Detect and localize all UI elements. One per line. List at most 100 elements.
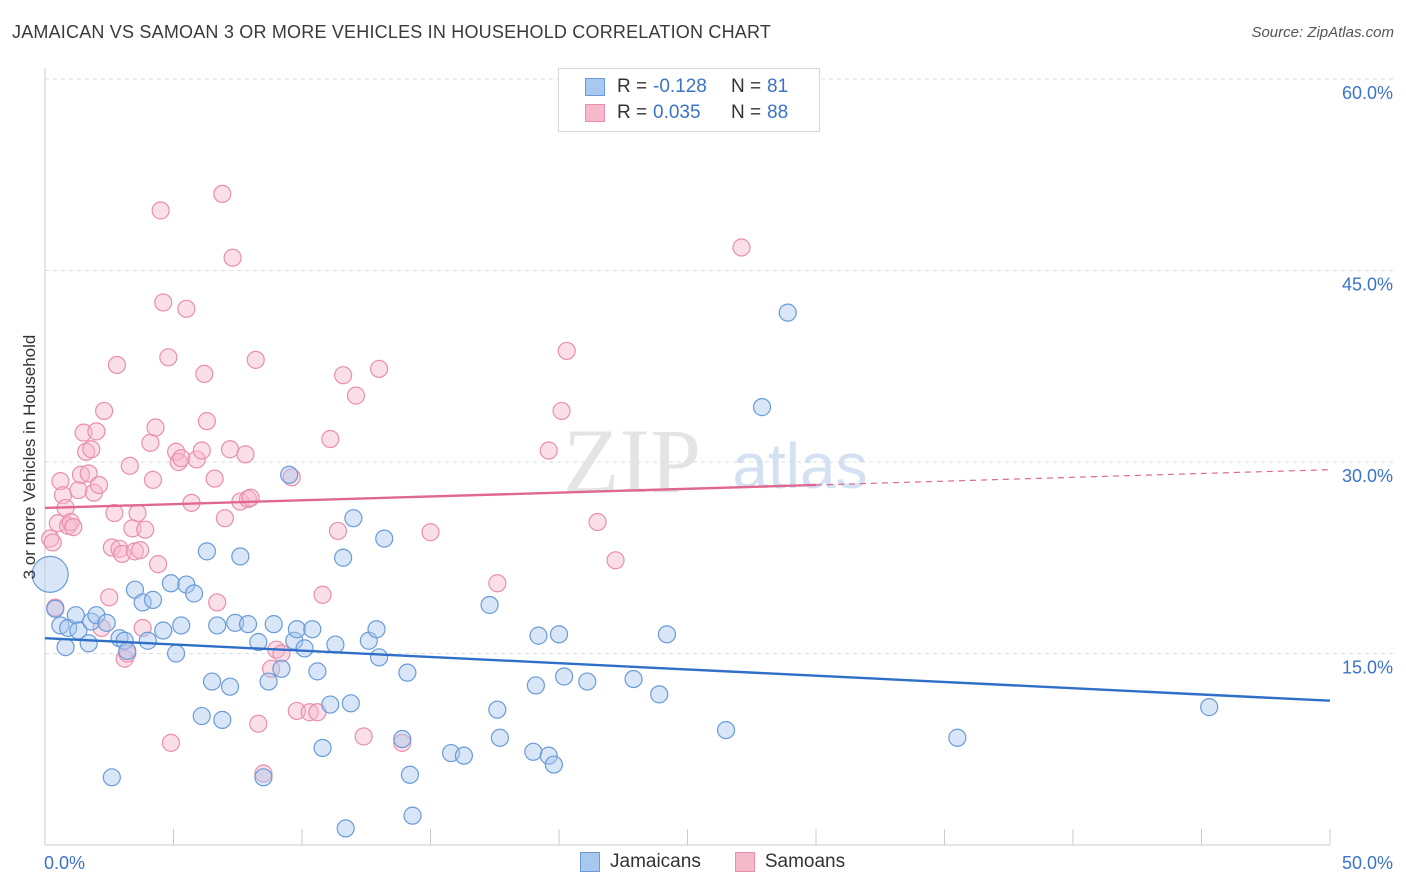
jamaican-point — [295, 639, 314, 658]
jamaican-point — [624, 669, 643, 689]
samoan-point — [421, 523, 440, 542]
correlation-legend: R = -0.128 N = 81 R = 0.035 N = 88 — [558, 68, 820, 132]
samoan-point — [148, 555, 168, 574]
samoan-point — [87, 422, 106, 441]
jamaican-point — [393, 729, 412, 749]
jamaican-point — [259, 672, 278, 691]
jamaican-point — [375, 529, 394, 548]
jamaican-point — [220, 677, 240, 696]
jamaican-point — [184, 584, 204, 603]
legend-label: Jamaicans — [610, 851, 701, 872]
trend-lines — [44, 469, 1331, 702]
jamaican-point — [46, 599, 65, 618]
jamaican-point — [254, 768, 273, 787]
jamaican-point — [208, 616, 227, 635]
jamaican-point — [549, 625, 569, 644]
samoan-point — [208, 593, 227, 612]
samoan-point — [557, 341, 576, 361]
jamaican-point — [154, 621, 173, 640]
samoan-point — [241, 488, 260, 507]
samoan-point — [370, 359, 389, 378]
samoan-point — [187, 450, 206, 469]
jamaican-point — [1200, 698, 1219, 717]
samoan-point — [161, 733, 181, 752]
samoan-point — [95, 401, 114, 421]
legend-swatch-pink — [585, 104, 605, 122]
jamaican-point — [344, 509, 363, 528]
samoan-point — [732, 238, 751, 257]
jamaican-point — [403, 806, 422, 825]
legend-item-samoans[interactable]: Samoans — [734, 851, 845, 873]
jamaican-point — [398, 663, 417, 682]
jamaican-point — [367, 620, 386, 639]
jamaican-point — [326, 635, 345, 654]
samoan-point — [236, 445, 255, 464]
y-tick-label: 60.0% — [1342, 83, 1393, 103]
samoan-point — [192, 441, 211, 460]
samoan-point — [300, 703, 319, 722]
jamaican-point — [138, 631, 157, 650]
jamaican-point — [313, 738, 332, 758]
jamaican-point — [341, 694, 360, 713]
grid-lines — [45, 78, 1395, 654]
samoan-point — [130, 540, 150, 560]
jamaican-point — [539, 746, 558, 765]
jamaican-point — [555, 667, 574, 686]
jamaican-trend-line — [44, 636, 1331, 702]
x-tick-label: 0.0% — [44, 853, 85, 873]
samoan-point — [141, 433, 160, 452]
jamaican-point — [524, 742, 543, 761]
samoan-point — [177, 299, 196, 318]
jamaican-point — [287, 620, 306, 639]
samoan-point — [159, 348, 178, 367]
jamaican-point — [529, 626, 548, 645]
samoan-point — [61, 512, 80, 532]
samoan-point — [110, 539, 129, 558]
samoan-point — [79, 464, 98, 483]
samoan-point — [205, 469, 224, 488]
samoan-point — [213, 184, 232, 203]
samoan-point — [393, 733, 412, 752]
jamaican-point — [778, 303, 797, 322]
jamaican-point — [31, 555, 69, 593]
jamaican-point — [66, 606, 85, 625]
samoan-point — [51, 472, 70, 491]
jamaican-point — [202, 672, 222, 691]
samoan-point — [64, 518, 83, 537]
samoan-point — [128, 503, 147, 523]
jamaican-point — [490, 728, 509, 747]
legend-item-jamaicans[interactable]: Jamaicans — [580, 851, 701, 873]
samoan-point — [89, 475, 109, 495]
samoan-point — [328, 521, 348, 541]
legend-row-samoans: R = 0.035 N = 88 — [585, 101, 788, 125]
y-tick-label: 30.0% — [1342, 466, 1393, 486]
legend-r-label: R = — [617, 102, 648, 123]
samoan-point — [223, 248, 242, 267]
jamaican-point — [213, 710, 232, 729]
samoan-point — [71, 465, 91, 484]
legend-n-label: N = — [731, 102, 762, 123]
samoan-point — [539, 441, 558, 460]
y-axis-label: 3 or more Vehicles in Household — [20, 334, 39, 580]
jamaican-point — [308, 662, 327, 681]
jamaican-point — [657, 625, 677, 644]
jamaican-point — [650, 685, 669, 704]
jamaican-point — [249, 632, 268, 652]
samoan-point — [246, 350, 265, 369]
samoan-point — [82, 440, 101, 459]
jamaican-point — [238, 615, 258, 634]
legend-swatch-blue — [585, 78, 605, 96]
samoan-point — [215, 509, 234, 528]
jamaican-point — [321, 695, 340, 714]
legend-n-value: 81 — [767, 76, 789, 97]
legend-r-label: R = — [617, 76, 648, 97]
samoan-point — [588, 512, 607, 532]
samoan-point — [313, 585, 332, 604]
samoan-point — [282, 468, 301, 487]
samoan-point — [606, 551, 625, 570]
samoan-point — [146, 418, 165, 437]
legend-row-jamaicans: R = -0.128 N = 81 — [585, 75, 788, 99]
jamaican-point — [370, 648, 389, 667]
tick-labels: 15.0% 30.0% 45.0% 60.0% 0.0% 50.0% — [44, 83, 1393, 873]
